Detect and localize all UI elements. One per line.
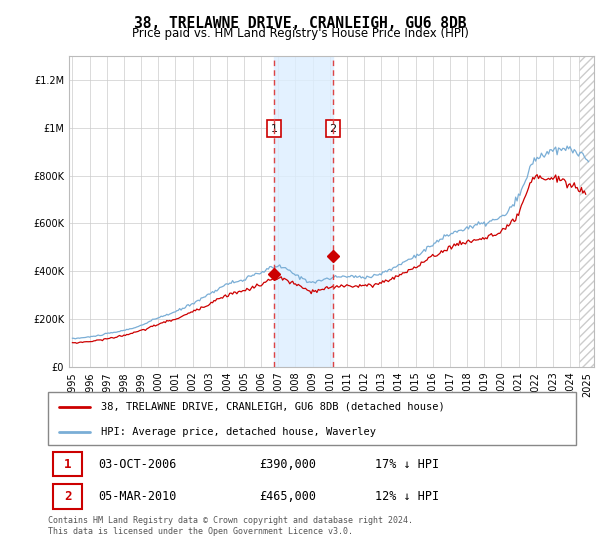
Text: 38, TRELAWNE DRIVE, CRANLEIGH, GU6 8DB (detached house): 38, TRELAWNE DRIVE, CRANLEIGH, GU6 8DB (…	[101, 402, 445, 412]
Text: 05-MAR-2010: 05-MAR-2010	[98, 490, 176, 503]
Text: Contains HM Land Registry data © Crown copyright and database right 2024.
This d: Contains HM Land Registry data © Crown c…	[48, 516, 413, 536]
Text: £390,000: £390,000	[259, 458, 316, 470]
Text: 03-OCT-2006: 03-OCT-2006	[98, 458, 176, 470]
Bar	[53, 484, 82, 508]
Text: 1: 1	[271, 124, 278, 134]
Bar	[53, 452, 82, 477]
Text: 2: 2	[329, 124, 336, 134]
Text: 12% ↓ HPI: 12% ↓ HPI	[376, 490, 439, 503]
Text: 1: 1	[64, 458, 71, 470]
Text: HPI: Average price, detached house, Waverley: HPI: Average price, detached house, Wave…	[101, 427, 376, 437]
Bar	[578, 56, 600, 367]
Bar	[274, 56, 333, 367]
Text: 38, TRELAWNE DRIVE, CRANLEIGH, GU6 8DB: 38, TRELAWNE DRIVE, CRANLEIGH, GU6 8DB	[134, 16, 466, 31]
Text: 2: 2	[64, 490, 71, 503]
Text: Price paid vs. HM Land Registry's House Price Index (HPI): Price paid vs. HM Land Registry's House …	[131, 27, 469, 40]
Text: £465,000: £465,000	[259, 490, 316, 503]
Text: 17% ↓ HPI: 17% ↓ HPI	[376, 458, 439, 470]
